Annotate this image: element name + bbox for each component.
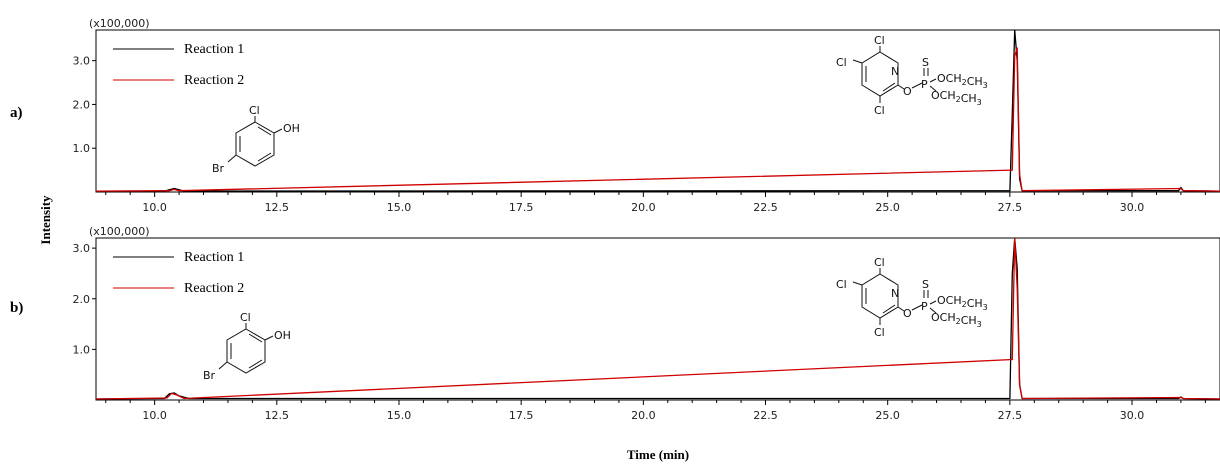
x-tick-label: 10.0 <box>142 409 167 422</box>
y-tick-label: 2.0 <box>73 98 91 111</box>
legend-label: Reaction 1 <box>184 42 244 57</box>
panel-a-label: a) <box>10 105 23 121</box>
panel-a-legend: Reaction 1 Reaction 2 <box>113 42 244 88</box>
ethoxy-2-label: OCH2CH3 <box>931 89 982 107</box>
phenol-cl-label: Cl <box>240 311 251 324</box>
x-tick-label: 25.0 <box>875 201 900 214</box>
panel-a-x-ticks: 10.0 12.5 15.0 17.5 20.0 22.5 25.0 27.5 30.0 <box>105 192 1206 214</box>
panel-b-x-ticks: 10.0 12.5 15.0 17.5 20.0 22.5 25.0 27.5 30.0 <box>105 400 1206 422</box>
ring-cl-bottom-label: Cl <box>874 326 885 339</box>
x-tick-label: 27.5 <box>998 409 1023 422</box>
ring-n-label: N <box>891 287 899 300</box>
ring-cl-bottom-label: Cl <box>874 104 885 117</box>
ethoxy-2-label: OCH2CH3 <box>931 311 982 329</box>
phosphorus-label: P <box>921 300 928 313</box>
legend-label: Reaction 2 <box>184 281 244 296</box>
y-tick-label: 3.0 <box>73 55 91 68</box>
x-tick-label: 12.5 <box>265 409 290 422</box>
panel-a-y-ticks: 1.0 2.0 3.0 <box>73 55 96 155</box>
x-tick-label: 17.5 <box>509 201 534 214</box>
y-tick-label: 1.0 <box>73 343 91 356</box>
trace-reaction-2 <box>95 47 1220 192</box>
x-tick-label: 30.0 <box>1120 201 1145 214</box>
x-tick-label: 15.0 <box>387 409 412 422</box>
x-tick-label: 15.0 <box>387 201 412 214</box>
trace-reaction-1 <box>95 237 1220 400</box>
sulfur-label: S <box>922 56 929 69</box>
ring-cl-top-label: Cl <box>874 34 885 47</box>
phenol-cl-label: Cl <box>249 104 260 117</box>
panel-b-y-ticks: 1.0 2.0 3.0 <box>73 242 96 356</box>
panel-b-label: b) <box>10 300 23 316</box>
panel-b-legend: Reaction 1 Reaction 2 <box>113 250 244 296</box>
phosphorus-label: P <box>921 78 928 91</box>
panel-a-frame <box>95 29 1220 193</box>
panel-b-traces <box>95 237 1220 400</box>
x-tick-label: 20.0 <box>631 201 656 214</box>
x-axis-label: Time (min) <box>627 447 689 462</box>
ring-cl-left-label: Cl <box>836 278 847 291</box>
trace-reaction-2 <box>95 237 1220 400</box>
y-tick-label: 3.0 <box>73 242 91 255</box>
sulfur-label: S <box>922 278 929 291</box>
linker-o-label: O <box>903 307 912 320</box>
linker-o-label: O <box>903 85 912 98</box>
x-tick-label: 20.0 <box>631 409 656 422</box>
ring-cl-left-label: Cl <box>836 56 847 69</box>
panel-b-frame <box>95 237 1220 401</box>
y-axis-label: Intensity <box>38 195 53 245</box>
bromochlorophenol-structure-b: Cl OH Br <box>203 311 291 382</box>
x-tick-label: 10.0 <box>142 201 167 214</box>
x-tick-label: 25.0 <box>875 409 900 422</box>
x-tick-label: 27.5 <box>998 201 1023 214</box>
x-tick-label: 22.5 <box>753 201 778 214</box>
x-tick-label: 30.0 <box>1120 409 1145 422</box>
legend-label: Reaction 2 <box>184 73 244 88</box>
trace-reaction-1 <box>96 29 1220 192</box>
bromochlorophenol-structure-a: Cl OH Br <box>212 104 300 175</box>
panel-b-scale-label: (x100,000) <box>89 225 150 238</box>
ethoxy-1-label: OCH2CH3 <box>937 72 988 90</box>
panel-b: b) (x100,000) 1.0 2.0 3.0 10.0 12.5 15.0 17.5… <box>10 225 1220 422</box>
ethoxy-1-label: OCH2CH3 <box>937 294 988 312</box>
phenol-br-label: Br <box>212 162 225 175</box>
y-tick-label: 1.0 <box>73 142 91 155</box>
panel-a-scale-label: (x100,000) <box>89 17 150 30</box>
panel-a: a) (x100,000) 1.0 2.0 3.0 10.0 12.5 15.0 17.5… <box>10 17 1220 214</box>
x-tick-label: 17.5 <box>509 409 534 422</box>
x-tick-label: 12.5 <box>265 201 290 214</box>
phosphorothioate-structure-a: Cl Cl N Cl O P S OCH2CH3 OCH2CH3 <box>836 34 988 117</box>
panel-a-traces <box>95 29 1220 192</box>
ring-cl-top-label: Cl <box>874 256 885 269</box>
ring-n-label: N <box>891 65 899 78</box>
legend-label: Reaction 1 <box>184 250 244 265</box>
x-tick-label: 22.5 <box>753 409 778 422</box>
phenol-oh-label: OH <box>274 329 291 342</box>
phenol-oh-label: OH <box>283 122 300 135</box>
phosphorothioate-structure-b: Cl Cl N Cl O P S OCH2CH3 OCH2CH3 <box>836 256 988 339</box>
y-tick-label: 2.0 <box>73 293 91 306</box>
phenol-br-label: Br <box>203 369 216 382</box>
